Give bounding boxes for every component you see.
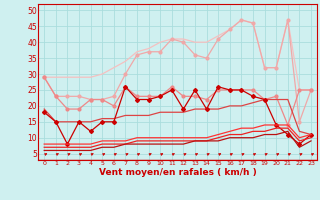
X-axis label: Vent moyen/en rafales ( km/h ): Vent moyen/en rafales ( km/h ): [99, 168, 256, 177]
